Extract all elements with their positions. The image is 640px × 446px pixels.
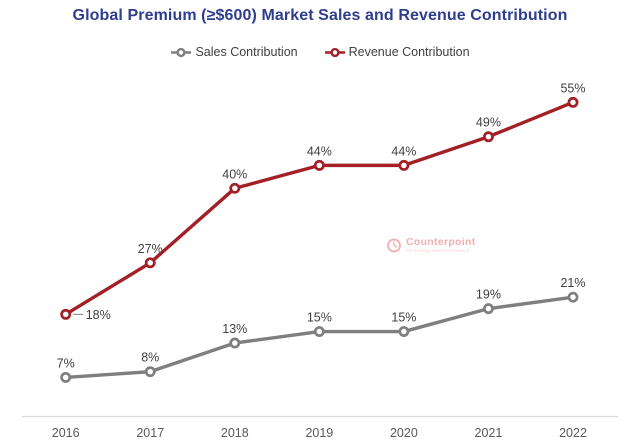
- revenue-data-label-2017: 27%: [138, 242, 163, 256]
- x-axis-tick-label: 2022: [559, 426, 587, 440]
- x-axis-tick-label: 2017: [136, 426, 164, 440]
- sales-data-label-2022: 21%: [560, 276, 585, 290]
- revenue-data-label-2016: 18%: [86, 308, 111, 322]
- sales-point-2018: [229, 337, 241, 349]
- revenue-legend-marker-icon: [324, 47, 345, 57]
- revenue-data-label-2022: 55%: [560, 81, 585, 95]
- sales-point-2021: [483, 303, 494, 315]
- sales-data-label-2019: 15%: [307, 311, 332, 325]
- revenue-data-label-2018: 40%: [222, 167, 247, 181]
- revenue-point-2017: [144, 257, 156, 269]
- sales-point-2020: [398, 326, 410, 337]
- sales-line: [63, 295, 575, 380]
- x-axis-tick-label: 2021: [475, 426, 503, 440]
- revenue-point-2022: [567, 96, 579, 108]
- legend-item-sales: Sales Contribution: [170, 45, 298, 59]
- counterpoint-logo-icon: [387, 238, 401, 253]
- legend-label-revenue: Revenue Contribution: [348, 45, 470, 59]
- sales-legend-marker-icon: [171, 47, 192, 57]
- sales-data-label-2018: 13%: [222, 322, 247, 336]
- revenue-data-label-2021: 49%: [476, 116, 501, 130]
- revenue-data-label-2020: 44%: [391, 144, 416, 158]
- sales-point-2022: [567, 291, 579, 303]
- revenue-line: [63, 100, 575, 317]
- revenue-point-2016: [60, 308, 72, 320]
- revenue-point-2020: [398, 159, 410, 171]
- sales-point-2016: [60, 371, 72, 383]
- legend-item-revenue: Revenue Contribution: [324, 45, 470, 59]
- sales-data-label-2021: 19%: [476, 288, 501, 302]
- chart-title: Global Premium (≥$600) Market Sales and …: [72, 7, 568, 24]
- revenue-point-2019: [313, 159, 325, 171]
- sales-data-label-2017: 8%: [141, 351, 159, 365]
- revenue-point-2021: [483, 131, 494, 143]
- watermark-tagline: Technology Market Research: [406, 248, 470, 253]
- legend-label-sales: Sales Contribution: [195, 45, 298, 59]
- sales-data-label-2016: 7%: [57, 356, 75, 370]
- x-axis-tick-label: 2020: [390, 426, 418, 440]
- revenue-data-label-2019: 44%: [307, 144, 332, 158]
- sales-point-2019: [313, 326, 325, 337]
- sales-point-2017: [144, 366, 156, 378]
- watermark-name: Counterpoint: [406, 236, 476, 248]
- sales-data-label-2020: 15%: [391, 311, 416, 325]
- counterpoint-watermark: Counterpoint Technology Market Research: [386, 237, 476, 254]
- x-axis-tick-label: 2016: [52, 426, 80, 440]
- legend: Sales Contribution Revenue Contribution: [0, 45, 640, 59]
- revenue-point-2018: [229, 182, 241, 194]
- x-axis-tick-label: 2018: [221, 426, 249, 440]
- x-axis-tick-label: 2019: [305, 426, 333, 440]
